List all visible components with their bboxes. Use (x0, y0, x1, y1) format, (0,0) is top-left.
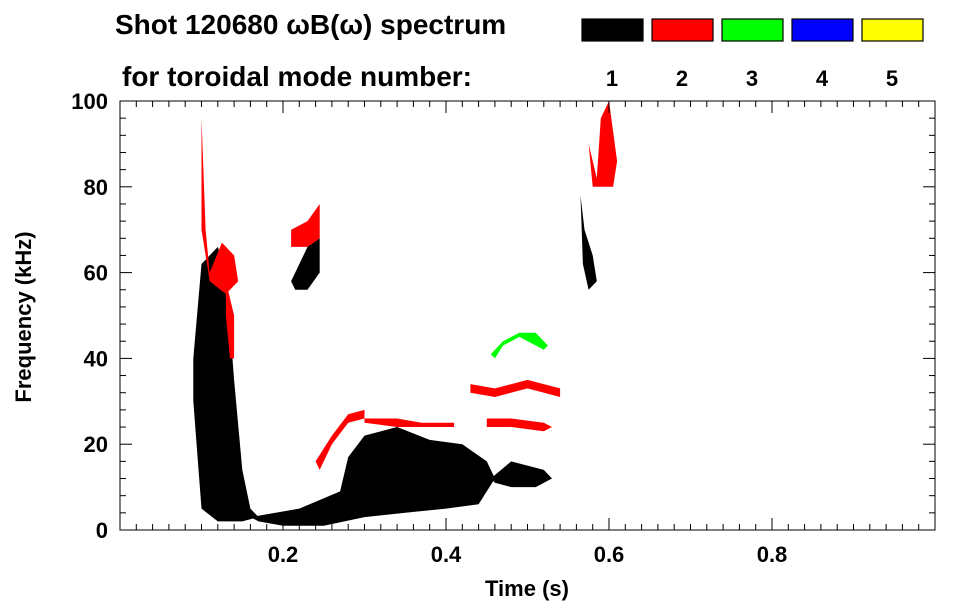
spectrum-region-mode-2-7 (291, 204, 320, 247)
spectrum-region-mode-1-2 (291, 238, 320, 290)
legend-label-mode-4: 4 (816, 66, 829, 91)
legend-label-mode-2: 2 (676, 66, 688, 91)
spectrum-region-mode-2-10 (470, 379, 561, 397)
spectrum-region-mode-1-3 (490, 461, 552, 488)
spectrum-region-mode-2-8 (315, 409, 365, 470)
x-tick-label: 0.4 (431, 542, 462, 567)
spectrum-region-mode-2-6 (225, 281, 235, 359)
x-tick-label: 0.8 (757, 542, 788, 567)
y-tick-label: 0 (96, 518, 108, 543)
legend-swatch-mode-5 (861, 18, 924, 42)
spectrum-region-mode-1-4 (580, 195, 597, 290)
y-tick-label: 80 (84, 175, 108, 200)
legend-swatch-mode-1 (581, 18, 644, 42)
x-axis-label: Time (s) (485, 576, 569, 601)
y-tick-label: 100 (71, 89, 108, 114)
x-tick-label: 0.2 (268, 542, 299, 567)
legend-swatch-mode-2 (651, 18, 714, 42)
legend-swatch-mode-4 (791, 18, 854, 42)
legend-label-mode-5: 5 (886, 66, 898, 91)
chart-title: Shot 120680 ωB(ω) spectrum (115, 9, 506, 40)
legend-label-mode-3: 3 (746, 66, 758, 91)
y-axis-label: Frequency (kHz) (11, 231, 36, 402)
legend-swatch-mode-3 (721, 18, 784, 42)
y-tick-label: 40 (84, 346, 108, 371)
spectrum-region-mode-1-0 (193, 246, 259, 522)
y-tick-label: 60 (84, 261, 108, 286)
spectrum-region-mode-1-1 (250, 427, 495, 526)
spectrum-region-mode-2-9 (364, 418, 455, 427)
legend-label-mode-1: 1 (606, 66, 618, 91)
chart-subtitle: for toroidal mode number: (122, 61, 472, 92)
spectrum-region-mode-2-11 (486, 418, 552, 432)
y-tick-label: 20 (84, 432, 108, 457)
x-tick-label: 0.6 (594, 542, 625, 567)
spectrum-region-mode-3-13 (490, 332, 548, 359)
legend: 1 2 3 4 5 (581, 18, 924, 91)
axes: 0.2 0.4 0.6 0.8 0 20 40 60 80 100 (71, 89, 936, 567)
spectrum-region-mode-2-12 (588, 101, 618, 187)
plot-area (193, 101, 618, 526)
spectrum-region-mode-2-5 (201, 118, 239, 294)
